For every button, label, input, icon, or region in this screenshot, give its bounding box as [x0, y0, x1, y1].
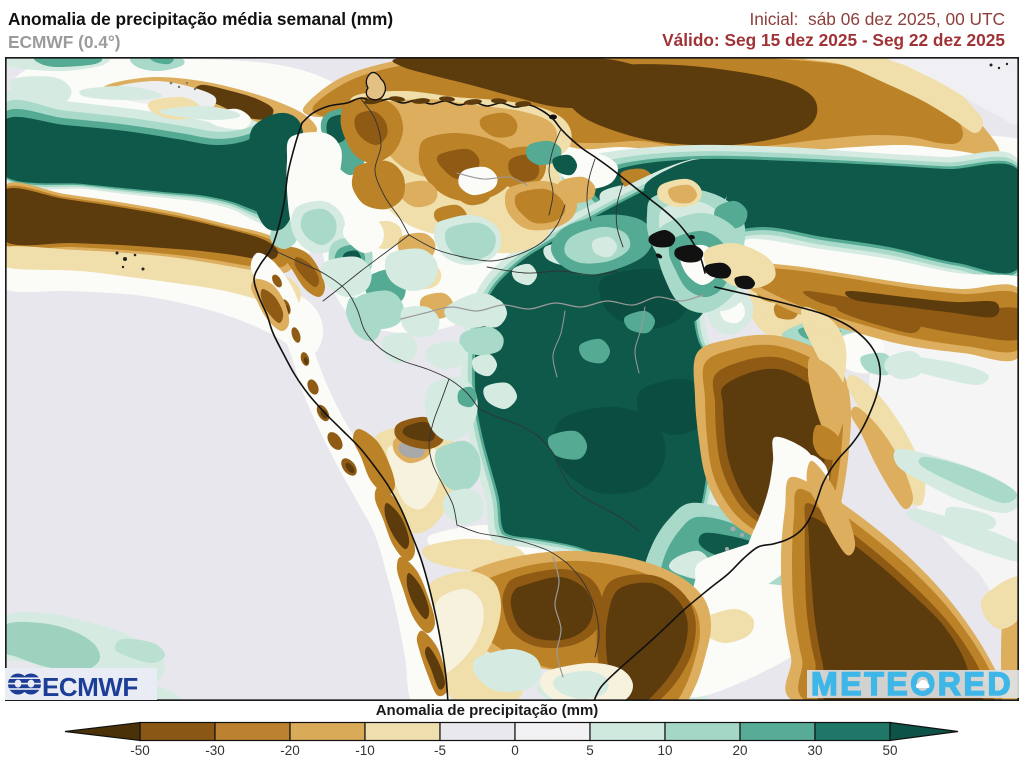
svg-text:10: 10	[657, 743, 672, 758]
svg-text:0: 0	[511, 743, 519, 758]
svg-text:-50: -50	[130, 743, 150, 758]
svg-text:-20: -20	[280, 743, 300, 758]
svg-text:-30: -30	[205, 743, 225, 758]
svg-text:30: 30	[807, 743, 822, 758]
svg-text:-5: -5	[434, 743, 446, 758]
svg-text:5: 5	[586, 743, 594, 758]
svg-text:20: 20	[732, 743, 747, 758]
svg-text:50: 50	[882, 743, 897, 758]
svg-text:-10: -10	[355, 743, 375, 758]
